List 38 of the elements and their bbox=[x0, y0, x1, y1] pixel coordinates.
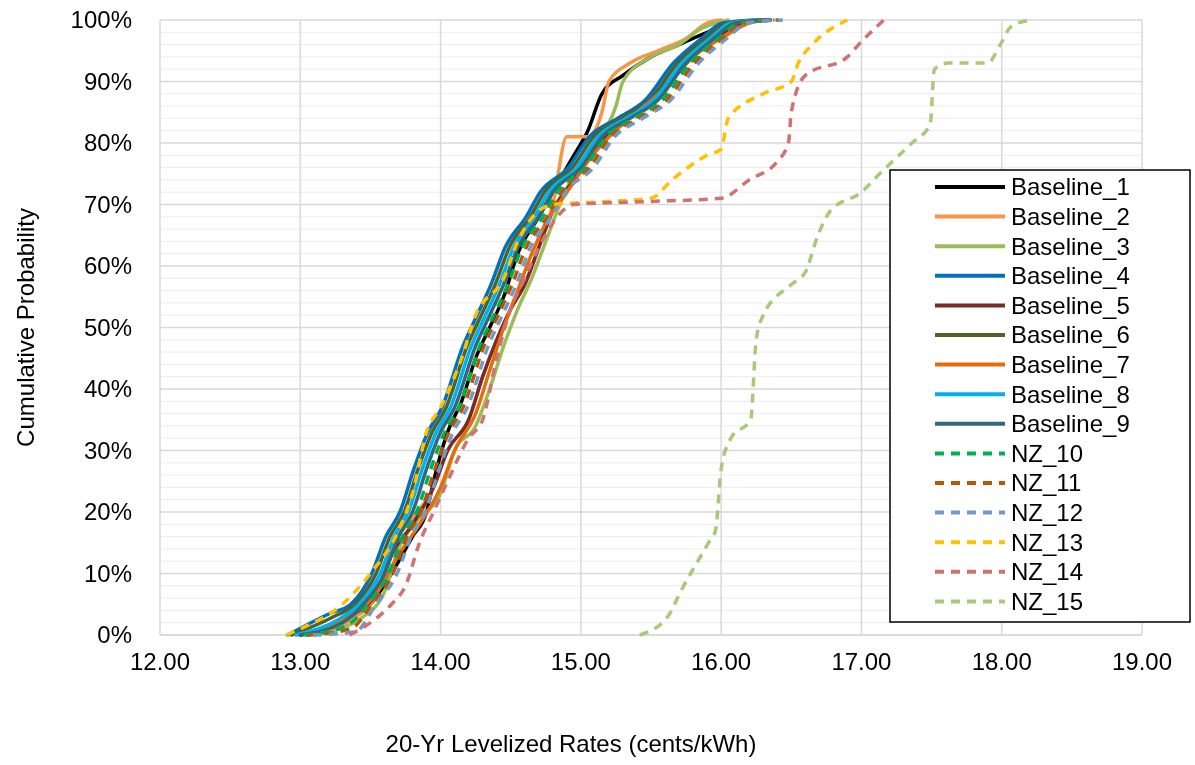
x-tick-label: 19.00 bbox=[1111, 648, 1173, 675]
y-tick-label: 10% bbox=[83, 559, 132, 587]
x-tick-label: 17.00 bbox=[831, 648, 892, 675]
x-tick-label: 16.00 bbox=[691, 648, 752, 675]
legend-label: Baseline_7 bbox=[1011, 351, 1130, 378]
legend-label: Baseline_9 bbox=[1011, 410, 1130, 438]
y-tick-label: 70% bbox=[83, 190, 132, 218]
legend-label: Baseline_4 bbox=[1011, 262, 1130, 290]
legend-label: Baseline_1 bbox=[1011, 173, 1130, 201]
x-tick-label: 13.00 bbox=[270, 648, 331, 675]
y-tick-label: 20% bbox=[83, 498, 132, 526]
line-series bbox=[284, 18, 850, 637]
legend-label: NZ_15 bbox=[1011, 587, 1084, 615]
y-tick-label: 100% bbox=[70, 6, 132, 34]
legend-label: Baseline_3 bbox=[1011, 232, 1130, 260]
line-series bbox=[347, 18, 886, 637]
legend-label: Baseline_8 bbox=[1011, 380, 1130, 408]
y-tick-label: 80% bbox=[83, 129, 132, 157]
legend-label: NZ_13 bbox=[1011, 528, 1084, 556]
legend-label: NZ_14 bbox=[1011, 558, 1084, 586]
legend-label: Baseline_2 bbox=[1011, 203, 1130, 230]
legend-label: NZ_10 bbox=[1011, 439, 1084, 467]
legend-label: Baseline_6 bbox=[1011, 321, 1130, 349]
y-tick-label: 30% bbox=[83, 436, 132, 464]
x-tick-label: 12.00 bbox=[129, 648, 191, 675]
y-tick-label: 60% bbox=[83, 252, 132, 280]
x-tick-label: 14.00 bbox=[410, 648, 471, 675]
legend-label: NZ_11 bbox=[1011, 469, 1082, 497]
y-axis-title: Cumulative Probability bbox=[12, 208, 39, 447]
y-tick-label: 40% bbox=[83, 375, 132, 403]
x-tick-label: 15.00 bbox=[550, 648, 611, 675]
x-tick-label: 18.00 bbox=[971, 648, 1032, 675]
y-tick-label: 50% bbox=[83, 313, 132, 341]
x-axis-title: 20-Yr Levelized Rates (cents/kWh) bbox=[385, 730, 757, 757]
y-tick-label: 0% bbox=[97, 621, 132, 649]
legend-label: NZ_12 bbox=[1011, 499, 1084, 526]
legend-label: Baseline_5 bbox=[1011, 291, 1130, 319]
y-tick-label: 90% bbox=[83, 67, 132, 95]
